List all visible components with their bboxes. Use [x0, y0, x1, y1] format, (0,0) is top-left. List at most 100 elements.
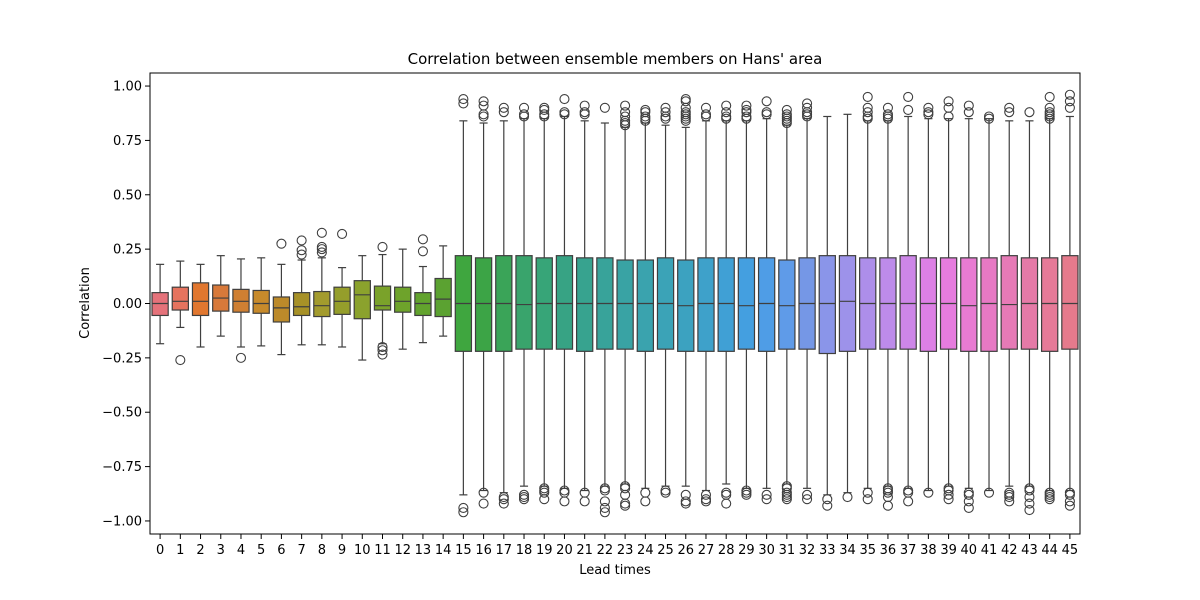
outlier-point: [680, 115, 691, 126]
box-lead-time-45: [1061, 89, 1079, 511]
box-lead-time-26: [677, 94, 695, 509]
outlier-point: [660, 113, 671, 124]
outlier-point: [781, 494, 792, 505]
outlier-point: [700, 111, 712, 122]
outlier-point: [680, 498, 691, 509]
outlier-point: [741, 100, 752, 111]
outlier-point: [458, 94, 469, 105]
box-lead-time-5: [252, 257, 270, 347]
x-tick-label: 18: [516, 543, 533, 558]
x-tick-label: 26: [677, 543, 694, 558]
outlier-point: [640, 496, 651, 507]
outlier-point: [1064, 102, 1075, 113]
iqr-box: [778, 259, 796, 350]
outlier-point: [943, 494, 954, 505]
outlier-point: [559, 496, 570, 507]
box-lead-time-9: [333, 228, 351, 348]
outlier-point: [498, 107, 509, 118]
outlier-point: [1024, 505, 1035, 516]
x-tick-label: 22: [597, 543, 614, 558]
x-tick-label: 10: [354, 543, 371, 558]
y-tick-label: −0.50: [102, 406, 142, 421]
outlier-point: [377, 241, 388, 253]
y-tick-label: −0.75: [102, 460, 142, 475]
iqr-box: [474, 257, 493, 352]
box-lead-time-39: [939, 96, 958, 505]
x-axis-label: Lead times: [579, 563, 651, 578]
box-lead-time-18: [515, 102, 533, 505]
outlier-point: [620, 500, 631, 511]
x-tick-label: 30: [758, 543, 775, 558]
outlier-point: [1044, 91, 1055, 102]
box-lead-time-2: [191, 263, 210, 348]
outlier-point: [599, 502, 610, 513]
box-lead-time-4: [232, 258, 250, 363]
box-lead-time-28: [717, 100, 735, 509]
x-tick-label: 13: [415, 543, 432, 558]
box-lead-time-19: [535, 102, 553, 505]
y-tick-label: −1.00: [102, 514, 142, 529]
x-tick-label: 44: [1041, 543, 1058, 558]
x-tick-label: 42: [1001, 543, 1018, 558]
outlier-point: [943, 111, 954, 122]
outlier-point: [599, 485, 610, 496]
outlier-point: [539, 487, 550, 498]
outlier-point: [721, 100, 732, 111]
outlier-point: [498, 498, 509, 509]
outlier-point: [721, 498, 732, 509]
box-lead-time-44: [1040, 91, 1059, 505]
outlier-point: [599, 102, 610, 113]
outlier-point: [1064, 96, 1075, 107]
outlier-point: [478, 111, 489, 122]
outlier-point: [882, 500, 893, 511]
outlier-point: [316, 227, 327, 238]
outlier-point: [943, 96, 954, 107]
outlier-point: [417, 246, 428, 257]
outlier-point: [478, 487, 489, 498]
box-lead-time-22: [596, 102, 614, 518]
outlier-point: [700, 489, 712, 500]
iqr-box: [1000, 255, 1018, 350]
y-axis: 1.00 0.75 0.50 0.25 0.00 −0.25 −0.50 −0.75 −1.00: [102, 80, 150, 529]
outlier-point: [599, 507, 610, 518]
outlier-point: [660, 107, 671, 118]
x-tick-label: 24: [637, 543, 654, 558]
box-lead-time-23: [616, 100, 634, 511]
x-tick-label: 16: [475, 543, 492, 558]
iqr-box: [980, 257, 998, 352]
box-lead-time-38: [919, 102, 938, 498]
outlier-point: [1004, 491, 1015, 503]
x-tick-label: 21: [576, 543, 593, 558]
outlier-point: [761, 96, 772, 107]
y-tick-label: 0.25: [113, 243, 142, 258]
x-tick-label: 37: [900, 543, 917, 558]
x-tick-label: 31: [779, 543, 796, 558]
iqr-box: [717, 257, 735, 352]
outlier-point: [1064, 89, 1075, 100]
iqr-box: [899, 255, 917, 350]
outlier-point: [377, 349, 388, 360]
iqr-box: [1040, 257, 1059, 352]
x-tick-label: 33: [819, 543, 836, 558]
outlier-point: [802, 494, 813, 505]
outlier-point: [963, 502, 974, 513]
x-tick-label: 27: [698, 543, 715, 558]
outlier-point: [903, 91, 914, 102]
box-lead-time-32: [798, 98, 816, 505]
iqr-box: [171, 286, 190, 311]
outlier-point: [559, 94, 570, 105]
outlier-point: [640, 115, 651, 126]
x-tick-label: 6: [277, 543, 285, 558]
x-tick-label: 12: [394, 543, 411, 558]
outlier-point: [518, 111, 530, 122]
y-tick-label: 1.00: [113, 80, 142, 95]
outlier-point: [721, 113, 732, 124]
outlier-point: [903, 104, 914, 116]
x-tick-label: 35: [859, 543, 876, 558]
outlier-point: [478, 96, 489, 107]
outlier-point: [761, 489, 772, 500]
outlier-point: [539, 494, 550, 505]
iqr-box: [191, 282, 210, 317]
box-lead-time-36: [879, 102, 897, 511]
outlier-point: [802, 489, 813, 500]
